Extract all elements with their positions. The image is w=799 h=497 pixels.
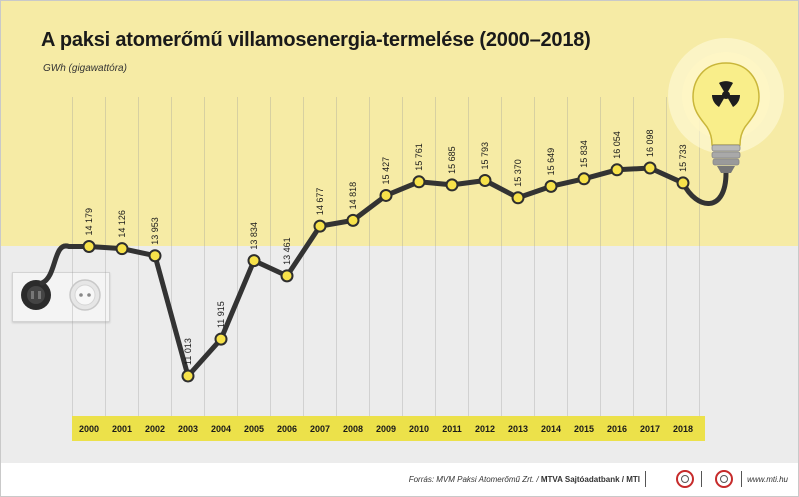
data-point: [280, 269, 294, 283]
x-tick-label: 2008: [343, 424, 363, 434]
data-point: [181, 369, 195, 383]
x-tick-label: 2006: [277, 424, 297, 434]
x-tick-label: 2010: [409, 424, 429, 434]
data-label: 16 098: [645, 129, 655, 157]
x-tick-label: 2005: [244, 424, 264, 434]
footer-separator: [701, 471, 702, 487]
data-point: [247, 254, 261, 268]
data-point: [610, 163, 624, 177]
source-prefix: Forrás: MVM Paksi Atomerőmű Zrt. /: [408, 475, 541, 484]
data-label: 11 013: [183, 338, 193, 365]
data-point: [313, 219, 327, 233]
data-label: 15 733: [678, 144, 688, 172]
data-label: 13 834: [249, 222, 259, 250]
x-tick-label: 2000: [79, 424, 99, 434]
data-point: [82, 239, 96, 253]
x-tick-label: 2017: [640, 424, 660, 434]
data-point: [214, 332, 228, 346]
x-tick-label: 2007: [310, 424, 330, 434]
x-tick-label: 2011: [442, 424, 462, 434]
data-point: [511, 191, 525, 205]
mti-logo-icon: [676, 470, 694, 488]
x-tick-label: 2018: [673, 424, 693, 434]
year-axis: 2000 2001 2002 2003 2004 2005 2006 2007 2008 2009…: [72, 416, 705, 441]
power-plug-icon: [21, 280, 51, 310]
data-point: [445, 178, 459, 192]
data-label: 14 179: [84, 208, 94, 236]
data-label: 14 126: [117, 210, 127, 238]
x-tick-label: 2002: [145, 424, 165, 434]
mtva-logo-icon: [715, 470, 733, 488]
data-point: [379, 188, 393, 202]
data-point: [577, 172, 591, 186]
x-tick-label: 2004: [211, 424, 231, 434]
chart-title: A paksi atomerőmű villamosenergia-termel…: [41, 29, 591, 51]
background-top: [1, 1, 798, 246]
wall-socket-icon: [69, 279, 101, 311]
data-point: [346, 213, 360, 227]
data-label: 11 915: [216, 301, 226, 328]
data-label: 14 818: [348, 182, 358, 210]
data-label: 15 834: [579, 140, 589, 168]
data-label: 15 370: [513, 159, 523, 187]
x-tick-label: 2003: [178, 424, 198, 434]
footer: [1, 463, 798, 496]
data-label: 13 953: [150, 217, 160, 245]
source-agency: MTVA Sajtóadatbank / MTI: [540, 475, 640, 484]
x-tick-label: 2014: [541, 424, 561, 434]
series-line: [39, 165, 729, 379]
data-point: [115, 242, 129, 256]
data-label: 15 427: [381, 157, 391, 185]
x-tick-label: 2012: [475, 424, 495, 434]
data-point: [544, 179, 558, 193]
data-label: 15 761: [414, 143, 424, 171]
data-label: 15 685: [447, 146, 457, 174]
data-point: [148, 249, 162, 263]
grid-lines: [72, 97, 700, 416]
radiation-icon: [706, 75, 746, 115]
x-tick-label: 2015: [574, 424, 594, 434]
x-tick-label: 2001: [112, 424, 132, 434]
data-point: [412, 175, 426, 189]
line-chart: 2000 2001 2002 2003 2004 2005 2006 2007 2008 2009…: [21, 38, 784, 441]
x-tick-label: 2013: [508, 424, 528, 434]
data-point: [643, 161, 657, 175]
footer-separator: [741, 471, 742, 487]
data-point: [478, 173, 492, 187]
x-tick-label: 2016: [607, 424, 627, 434]
data-label: 16 054: [612, 131, 622, 159]
data-label: 15 793: [480, 142, 490, 170]
x-tick-label: 2009: [376, 424, 396, 434]
footer-separator: [645, 471, 646, 487]
year-band: [72, 416, 705, 441]
data-point: [676, 176, 690, 190]
website-link[interactable]: www.mti.hu: [747, 475, 788, 484]
data-label: 14 677: [315, 188, 325, 216]
data-label: 13 461: [282, 237, 292, 265]
unit-label: GWh (gigawattóra): [43, 63, 127, 74]
source-credit: Forrás: MVM Paksi Atomerőmű Zrt. / MTVA …: [409, 475, 640, 484]
data-label: 15 649: [546, 148, 556, 176]
